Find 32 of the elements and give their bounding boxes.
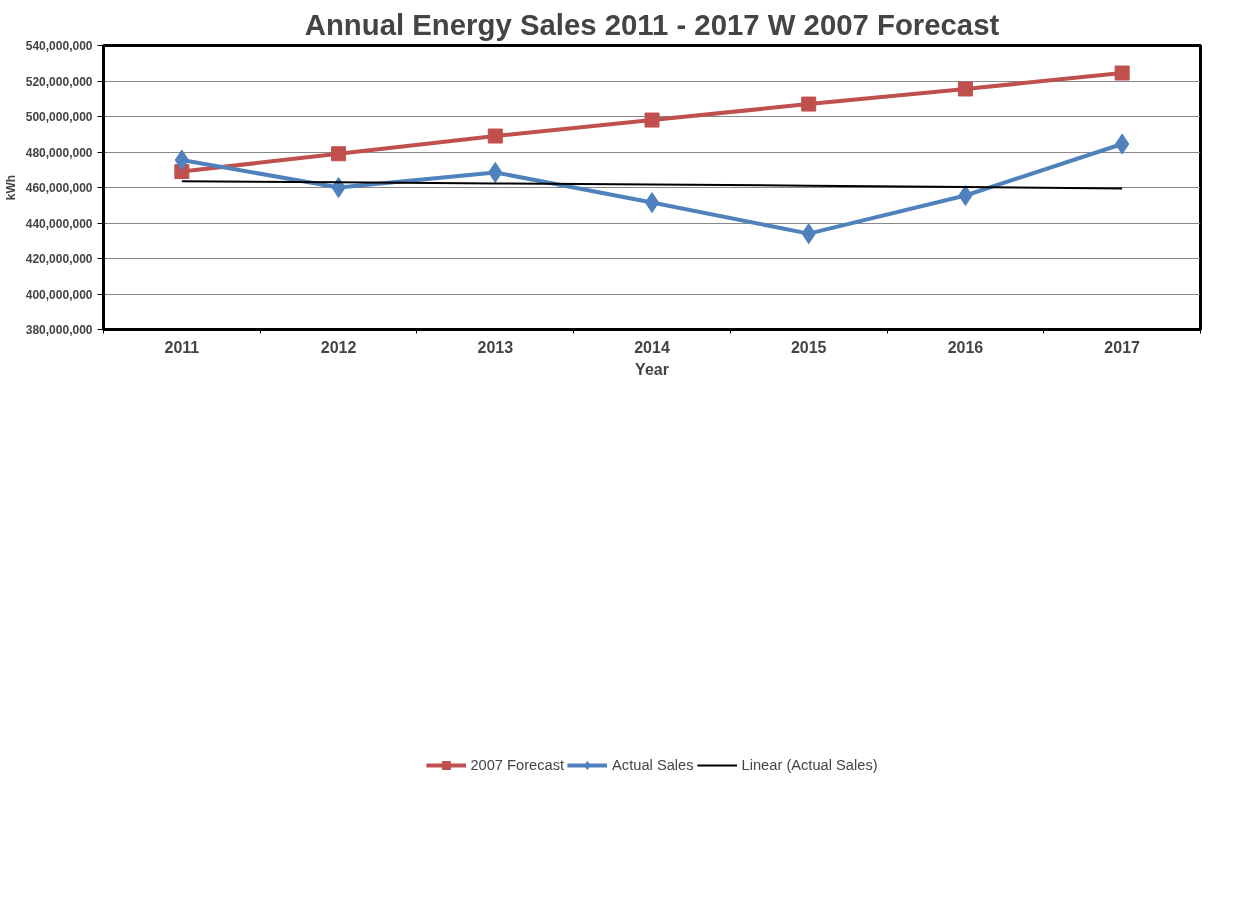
- legend-label: Actual Sales: [612, 757, 694, 773]
- x-tick-label: 2012: [320, 338, 357, 356]
- point: [174, 149, 190, 171]
- y-tick-label: 500,000,000: [25, 110, 93, 124]
- x-tick-label: 2014: [634, 338, 670, 356]
- point: [487, 128, 503, 144]
- y-tick-label: 420,000,000: [25, 252, 93, 266]
- legend-label: Linear (Actual Sales): [741, 757, 878, 773]
- y-tick-label: 480,000,000: [25, 145, 93, 160]
- y-tick-label: 440,000,000: [25, 216, 93, 231]
- point: [1114, 133, 1130, 155]
- x-tick-label: 2011: [164, 338, 200, 356]
- point: [644, 112, 660, 128]
- point: [801, 96, 817, 112]
- x-tick-label: 2016: [947, 338, 984, 356]
- chart-title: Annual Energy Sales 2011 - 2017 W 2007 Forecast: [304, 7, 1000, 41]
- x-tick-label: 2013: [477, 338, 514, 356]
- y-tick-label: 400,000,000: [25, 287, 93, 302]
- y-tick-label: 540,000,000: [25, 39, 93, 53]
- y-axis-title: kWh: [3, 174, 18, 201]
- point: [331, 177, 346, 198]
- point: [1114, 65, 1130, 81]
- x-axis-title: Year: [635, 360, 669, 378]
- y-tick-label: 520,000,000: [25, 74, 93, 89]
- y-tick-label: 380,000,000: [25, 323, 93, 337]
- point: [957, 81, 973, 97]
- point: [331, 146, 347, 162]
- x-tick-label: 2017: [1104, 338, 1141, 356]
- y-tick-label: 460,000,000: [25, 181, 93, 195]
- point: [644, 192, 660, 214]
- legend-label: 2007 Forecast: [470, 757, 565, 773]
- x-tick-label: 2015: [790, 338, 827, 356]
